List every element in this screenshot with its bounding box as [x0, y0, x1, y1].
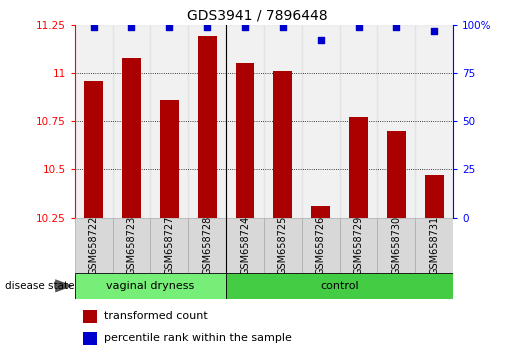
Bar: [377, 218, 415, 273]
Bar: [377, 25, 415, 218]
Bar: [311, 206, 330, 218]
Bar: [188, 25, 226, 218]
Point: [90, 24, 98, 29]
Bar: [83, 332, 97, 345]
Point: [392, 24, 401, 29]
Point: [127, 24, 135, 29]
Bar: [264, 25, 302, 218]
Text: GSM658727: GSM658727: [164, 216, 174, 275]
Text: GSM658724: GSM658724: [240, 216, 250, 275]
Bar: [264, 218, 302, 273]
Bar: [339, 25, 377, 218]
Text: GSM658723: GSM658723: [127, 216, 136, 275]
Bar: [75, 218, 112, 273]
Text: transformed count: transformed count: [104, 312, 207, 321]
Bar: [188, 218, 226, 273]
Text: control: control: [320, 281, 359, 291]
Bar: [75, 273, 226, 299]
Bar: [415, 25, 453, 218]
Bar: [226, 25, 264, 218]
Point: [165, 24, 174, 29]
Bar: [150, 218, 188, 273]
Bar: [112, 218, 150, 273]
Text: GSM658725: GSM658725: [278, 216, 288, 275]
Text: GSM658728: GSM658728: [202, 216, 212, 275]
Polygon shape: [55, 279, 73, 292]
Bar: [302, 25, 339, 218]
Bar: [349, 118, 368, 218]
Point: [317, 38, 325, 43]
Bar: [112, 25, 150, 218]
Bar: [415, 218, 453, 273]
Bar: [84, 81, 103, 218]
Bar: [273, 71, 293, 218]
Bar: [235, 63, 254, 218]
Text: GSM658731: GSM658731: [430, 216, 439, 275]
Text: percentile rank within the sample: percentile rank within the sample: [104, 333, 291, 343]
Bar: [122, 58, 141, 218]
Bar: [302, 218, 340, 273]
Bar: [226, 273, 453, 299]
Bar: [75, 25, 112, 218]
Bar: [160, 100, 179, 218]
Bar: [83, 310, 97, 323]
Point: [241, 24, 249, 29]
Bar: [226, 218, 264, 273]
Point: [354, 24, 363, 29]
Bar: [150, 25, 188, 218]
Point: [203, 24, 211, 29]
Text: vaginal dryness: vaginal dryness: [106, 281, 195, 291]
Text: GSM658729: GSM658729: [354, 216, 364, 275]
Bar: [387, 131, 406, 218]
Bar: [425, 175, 444, 218]
Text: disease state: disease state: [5, 281, 75, 291]
Bar: [198, 36, 217, 218]
Text: GSM658730: GSM658730: [391, 216, 401, 275]
Text: GSM658726: GSM658726: [316, 216, 325, 275]
Text: GDS3941 / 7896448: GDS3941 / 7896448: [187, 9, 328, 23]
Text: GSM658722: GSM658722: [89, 216, 98, 275]
Point: [430, 28, 438, 33]
Point: [279, 24, 287, 29]
Bar: [340, 218, 377, 273]
